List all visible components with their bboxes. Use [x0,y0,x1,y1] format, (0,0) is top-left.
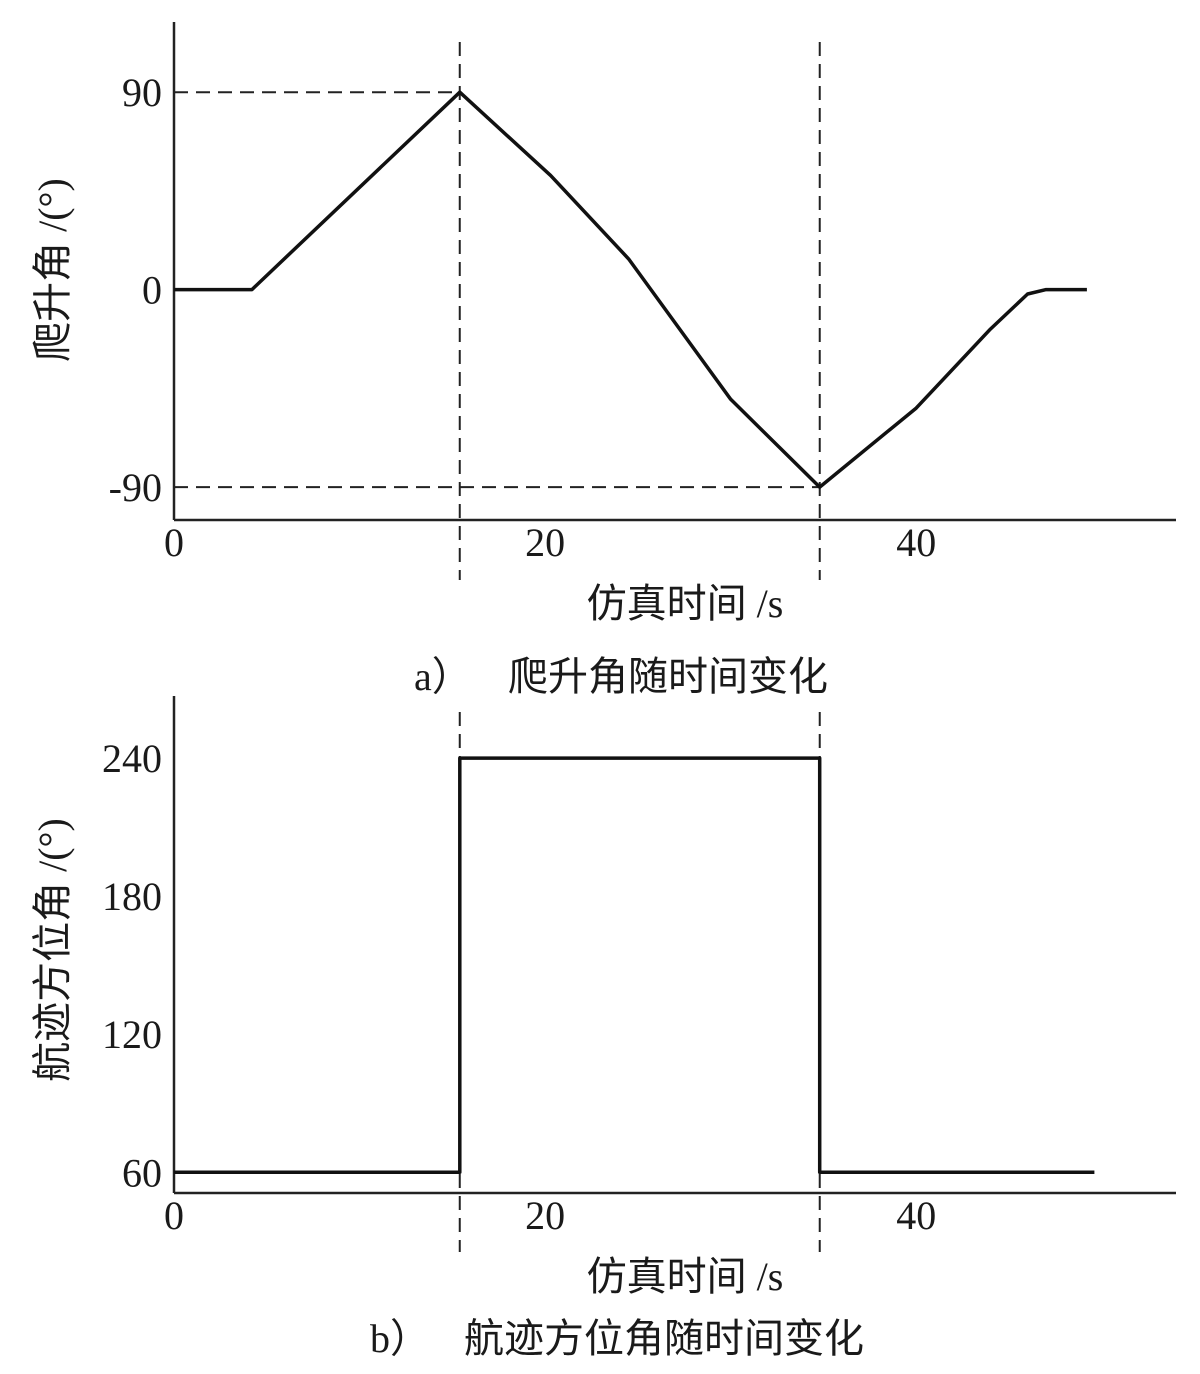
x-tick-label: 40 [896,520,936,565]
panel-track-azimuth: 0 20 40 240 180 120 60 仿真时间 /s 航迹方位角 /(°) b） 航… [30,696,1176,1361]
y-tick-label: 60 [122,1150,162,1195]
tick-labels: 0 20 40 240 180 120 60 [102,736,936,1238]
axes [172,696,1176,1195]
y-tick-label: -90 [109,465,162,510]
caption-label: b） [370,1316,430,1361]
series-line-0 [174,90,1087,489]
caption-label: a） [414,654,472,699]
caption-text: 航迹方位角随时间变化 [464,1316,864,1361]
y-tick-label: 90 [122,70,162,115]
y-tick-label: 240 [102,736,162,781]
reference-lines [458,712,821,1252]
y-tick-label: 120 [102,1012,162,1057]
caption-text: 爬升角随时间变化 [508,654,828,699]
x-tick-label: 40 [896,1193,936,1238]
x-tick-label: 20 [525,1193,565,1238]
reference-lines [174,42,821,580]
y-tick-label: 0 [142,268,162,313]
x-tick-label: 0 [164,520,184,565]
x-axis-title: 仿真时间 /s [587,581,784,626]
x-tick-label: 20 [525,520,565,565]
x-tick-label: 0 [164,1193,184,1238]
y-axis-title: 航迹方位角 /(°) [30,818,75,1082]
y-axis-title: 爬升角 /(°) [30,178,75,362]
x-axis-title: 仿真时间 /s [587,1254,784,1299]
series-layer [174,90,1087,489]
series-layer [174,756,1095,1175]
series-line-0 [174,756,1095,1175]
axes [172,22,1176,522]
y-tick-label: 180 [102,874,162,919]
